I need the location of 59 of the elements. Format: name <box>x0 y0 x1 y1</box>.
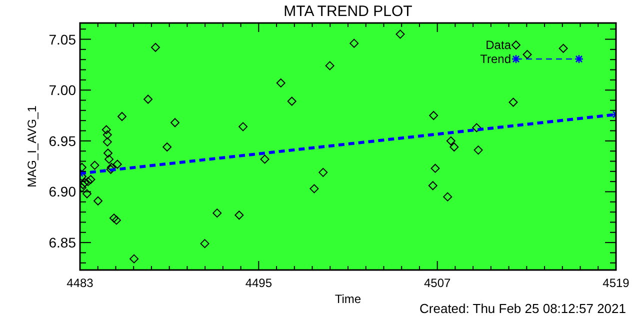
point <box>200 239 210 248</box>
y-tick-label: 6.85 <box>48 234 76 251</box>
point <box>117 112 126 122</box>
point <box>106 162 116 172</box>
point <box>558 44 568 53</box>
point <box>162 142 172 152</box>
point <box>260 154 270 164</box>
x-tick-label: 4507 <box>424 276 452 290</box>
y-tick-label: 7.05 <box>48 31 76 48</box>
point <box>82 189 92 198</box>
point <box>350 38 359 48</box>
point <box>474 146 483 155</box>
point <box>109 214 118 223</box>
point <box>84 177 93 186</box>
point <box>396 30 405 39</box>
point <box>102 125 111 134</box>
point <box>238 122 248 132</box>
point <box>130 254 139 264</box>
point <box>106 164 116 174</box>
point <box>325 61 334 70</box>
point <box>450 142 459 152</box>
point <box>234 210 244 220</box>
y-tick-label: 6.90 <box>48 184 76 200</box>
point <box>428 181 438 190</box>
point <box>112 160 122 169</box>
point <box>102 137 112 146</box>
text: Created: Thu Feb 25 08:12:57 2021 <box>420 301 626 316</box>
point <box>212 208 222 218</box>
point <box>150 42 160 52</box>
point <box>430 164 440 173</box>
point <box>102 130 112 140</box>
point <box>144 94 153 104</box>
point <box>104 154 114 164</box>
point <box>429 111 438 120</box>
point <box>508 98 518 107</box>
x-tick-label: 4483 <box>66 276 94 290</box>
point <box>86 175 96 184</box>
point <box>90 160 100 170</box>
y-axis-title: MAG_I_AVG_1 <box>25 105 39 188</box>
point <box>287 96 296 106</box>
x-axis-title: Time <box>334 292 362 306</box>
chart-title: MTA TREND PLOT <box>284 3 412 20</box>
point <box>318 168 328 177</box>
point <box>103 148 112 158</box>
x-tick-label: 4495 <box>245 276 272 290</box>
point <box>443 192 452 202</box>
point <box>310 184 319 194</box>
legend-label: Data <box>486 38 512 52</box>
point <box>472 123 482 132</box>
point <box>94 196 103 206</box>
point <box>446 136 456 146</box>
y-tick-label: 7.00 <box>48 82 76 98</box>
x-tick-label: 4519 <box>602 276 630 290</box>
y-tick-label: 6.95 <box>48 132 76 149</box>
point <box>170 118 180 128</box>
point <box>522 50 532 60</box>
legend-label: Trend <box>480 52 511 66</box>
point <box>112 216 121 225</box>
point <box>276 78 286 88</box>
